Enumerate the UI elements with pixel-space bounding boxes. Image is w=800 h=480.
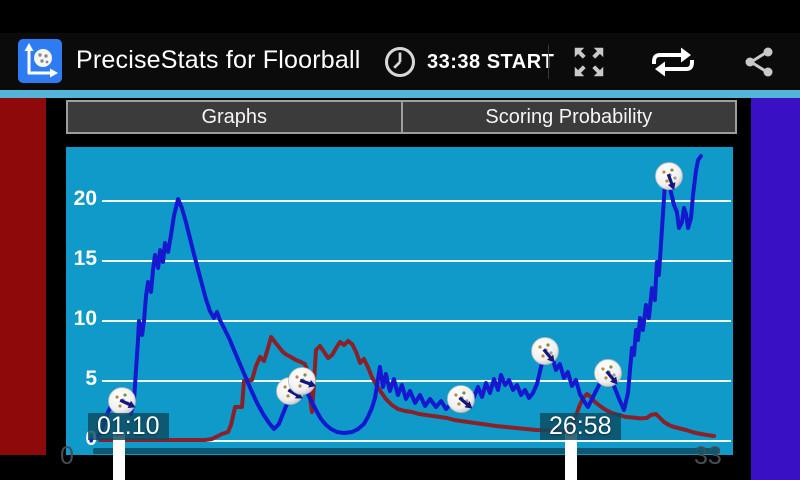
- fullscreen-icon: [574, 47, 604, 77]
- goal-ball-marker: [531, 337, 559, 365]
- right-side-strip: [751, 98, 800, 480]
- goal-ball-markers: [108, 162, 683, 415]
- chart-svg: 05101520: [74, 154, 731, 454]
- ball-dot: [298, 384, 302, 388]
- goal-ball-marker: [447, 385, 475, 413]
- goal-ball-marker: [288, 367, 317, 395]
- content-area: Graphs Scoring Probability 0 5 10 15 20: [0, 98, 800, 480]
- ball-dot: [123, 393, 127, 397]
- y-tick-label: 5: [85, 367, 97, 390]
- tab-graphs[interactable]: Graphs: [68, 102, 401, 132]
- ball-dot: [115, 395, 119, 399]
- y-axis-tick-labels: 05101520: [74, 187, 98, 450]
- ball-dot: [454, 393, 458, 397]
- event-marker-bar[interactable]: [113, 433, 125, 480]
- series-line-away-intensity: [98, 335, 717, 442]
- gridlines: [102, 200, 731, 442]
- ball-dot: [295, 375, 299, 379]
- accent-strip: [0, 90, 800, 98]
- ball-dot: [457, 402, 461, 406]
- share-button[interactable]: [732, 41, 786, 83]
- ball-dot: [462, 391, 466, 395]
- clock-icon: [384, 46, 416, 78]
- ball-dot: [286, 394, 290, 398]
- ball-dot: [538, 345, 542, 349]
- y-tick-label: 20: [74, 187, 97, 210]
- x-axis-max-label: 33: [694, 442, 722, 470]
- event-marker-bar[interactable]: [565, 433, 577, 480]
- ball-dot: [609, 365, 613, 369]
- shot-direction-arrowhead: [464, 401, 473, 409]
- ball-dot: [665, 179, 669, 183]
- ball-dot: [303, 373, 307, 377]
- ball-dot: [604, 376, 608, 380]
- goal-ball-marker: [655, 162, 683, 191]
- ball-dot: [118, 404, 122, 408]
- ball-dot: [673, 176, 677, 180]
- app-icon[interactable]: [18, 39, 62, 83]
- share-icon: [745, 47, 773, 77]
- ball-dot: [670, 168, 674, 172]
- repeat-button[interactable]: [646, 41, 700, 83]
- event-time-label: 01:10: [88, 413, 169, 440]
- match-timer-text: 33:38 START: [427, 50, 555, 73]
- ball-dot: [612, 373, 616, 377]
- y-tick-label: 15: [74, 247, 98, 270]
- event-time-label: 26:58: [540, 413, 621, 440]
- x-axis-min-label: 0: [60, 442, 74, 470]
- repeat-icon: [652, 47, 694, 77]
- series-line-home-intensity: [88, 154, 703, 443]
- chart-scrollbar[interactable]: [93, 448, 720, 454]
- left-side-strip: [0, 98, 46, 455]
- goal-ball-marker: [108, 387, 136, 415]
- page-title: PreciseStats for Floorball: [76, 46, 361, 74]
- scrollbar-thumb[interactable]: [93, 448, 720, 454]
- ball-dot: [601, 367, 605, 371]
- ball-dot: [283, 385, 287, 389]
- status-bar: [0, 0, 800, 33]
- shot-direction-arrowhead: [308, 380, 317, 388]
- goal-ball-marker: [594, 359, 622, 387]
- action-bar: PreciseStats for Floorball 33:38 START: [0, 33, 800, 90]
- app-icon-graphic: [24, 43, 58, 78]
- tab-bar: Graphs Scoring Probability: [66, 100, 737, 134]
- intensity-chart[interactable]: 05101520: [66, 147, 733, 455]
- tab-scoring-probability[interactable]: Scoring Probability: [400, 102, 735, 132]
- shot-direction-arrowhead: [610, 376, 618, 385]
- ball-dot: [541, 354, 545, 358]
- shot-direction-arrowhead: [547, 354, 555, 363]
- ball-dot: [546, 343, 550, 347]
- shot-direction-arrowhead: [294, 391, 303, 399]
- series-lines: [88, 154, 717, 443]
- ball-dot: [549, 351, 553, 355]
- match-timer-button[interactable]: 33:38 START: [382, 41, 554, 83]
- action-bar-divider: [548, 45, 549, 79]
- shot-direction-arrowhead: [667, 182, 676, 191]
- shot-direction-arrowhead: [127, 400, 136, 408]
- ball-dot: [662, 170, 666, 174]
- fullscreen-button[interactable]: [562, 41, 616, 83]
- y-tick-label: 10: [74, 307, 97, 330]
